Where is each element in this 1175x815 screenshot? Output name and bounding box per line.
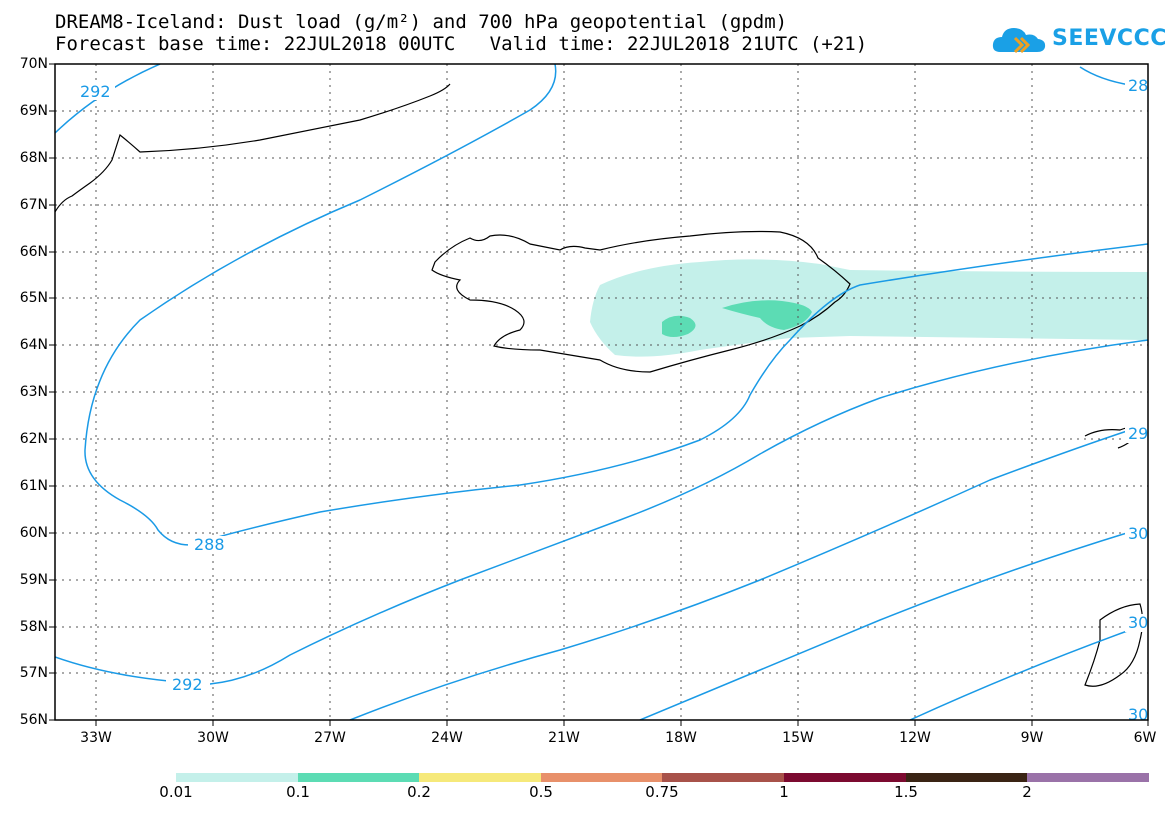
colorbar-segment — [419, 773, 541, 782]
lat-label: 63N — [19, 384, 48, 400]
colorbar-segment — [1027, 773, 1149, 782]
contour-292-s — [55, 339, 1148, 685]
seevccc-logo: SEEVCCC — [990, 20, 1166, 60]
lat-label: 59N — [19, 572, 48, 588]
lat-label: 70N — [19, 56, 48, 72]
lat-label: 62N — [19, 431, 48, 447]
colorbar-label: 1.5 — [894, 783, 918, 801]
lat-label: 69N — [19, 103, 48, 119]
lat-label: 65N — [19, 290, 48, 306]
contour-label: 30 — [1128, 613, 1148, 632]
contour-304 — [909, 629, 1131, 720]
colorbar-segment — [784, 773, 906, 782]
lon-label: 21W — [548, 730, 580, 746]
colorbar-label: 0.01 — [159, 783, 193, 801]
dust-area-medium-2 — [662, 315, 696, 337]
lon-label: 18W — [665, 730, 697, 746]
lat-label: 68N — [19, 150, 48, 166]
lat-label: 57N — [19, 665, 48, 681]
lat-label: 60N — [19, 525, 48, 541]
lon-label: 12W — [899, 730, 931, 746]
lon-label: 33W — [80, 730, 112, 746]
dust-area-light — [590, 259, 1148, 357]
contour-label: 28 — [1128, 76, 1148, 95]
lat-label: 64N — [19, 337, 48, 353]
colorbar-label: 0.2 — [407, 783, 431, 801]
lon-label: 15W — [782, 730, 814, 746]
colorbar-label: 2 — [1022, 783, 1032, 801]
logo-text: SEEVCCC — [1052, 26, 1167, 51]
contour-label: 288 — [194, 535, 225, 554]
lon-label: 9W — [1020, 730, 1044, 746]
map-title: DREAM8-Iceland: Dust load (g/m²) and 700… — [55, 11, 788, 33]
lon-label: 24W — [431, 730, 463, 746]
contour-label: 30 — [1128, 705, 1148, 724]
colorbar-segment — [298, 773, 419, 782]
contour-label: 292 — [172, 675, 203, 694]
geopotential-contours — [55, 64, 1148, 720]
coastline — [55, 83, 1144, 687]
lon-label: 27W — [314, 730, 346, 746]
lat-label: 61N — [19, 478, 48, 494]
colorbar-segment — [176, 773, 298, 782]
colorbar-label: 0.5 — [529, 783, 553, 801]
lat-label: 56N — [19, 712, 48, 728]
colorbar-segment — [906, 773, 1027, 782]
contour-label: 29 — [1128, 424, 1148, 443]
colorbar-label: 1 — [779, 783, 789, 801]
lon-label: 30W — [197, 730, 229, 746]
contour-288 — [84, 64, 1148, 546]
lat-label: 58N — [19, 619, 48, 635]
colorbar-segment — [662, 773, 784, 782]
contour-labels: 292 288 292 28 29 30 30 30 — [75, 76, 1148, 724]
contour-284-ne — [1079, 66, 1131, 86]
colorbar-segment — [541, 773, 662, 782]
lat-label: 66N — [19, 244, 48, 260]
colorbar-label: 0.75 — [645, 783, 679, 801]
lon-label: 6W — [1133, 730, 1157, 746]
contour-300 — [639, 531, 1131, 720]
cloud-icon — [992, 28, 1046, 54]
map-subtitle: Forecast base time: 22JUL2018 00UTC Vali… — [55, 33, 868, 55]
dust-area-medium — [722, 300, 812, 330]
contour-label: 30 — [1128, 524, 1148, 543]
lat-label: 67N — [19, 197, 48, 213]
grid — [55, 64, 1148, 720]
contour-label: 292 — [80, 82, 111, 101]
contour-296 — [349, 429, 1131, 720]
colorbar-label: 0.1 — [286, 783, 310, 801]
axis-ticks — [49, 63, 1149, 726]
